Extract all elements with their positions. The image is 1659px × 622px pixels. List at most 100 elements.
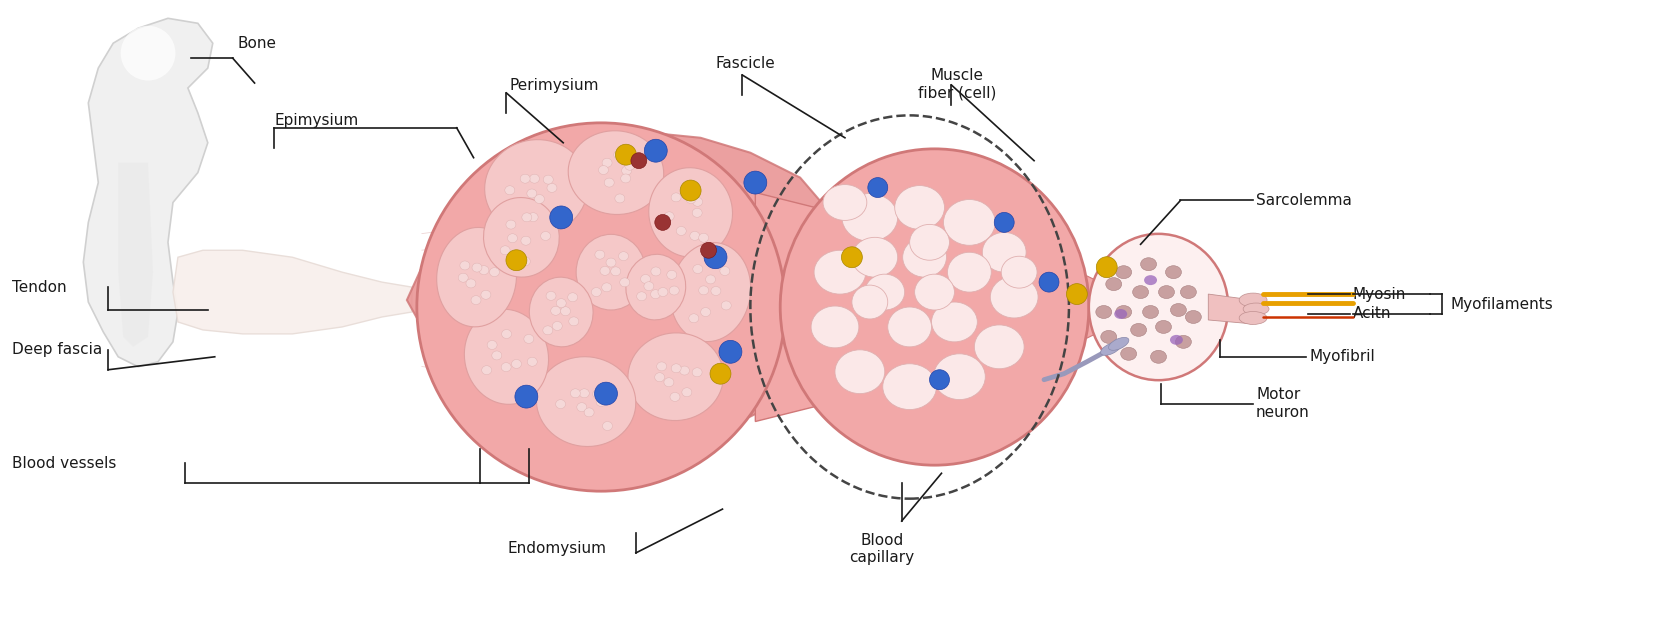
Ellipse shape — [528, 189, 538, 198]
Ellipse shape — [529, 174, 539, 183]
Ellipse shape — [990, 276, 1039, 318]
Ellipse shape — [579, 389, 589, 397]
Circle shape — [700, 243, 717, 258]
Ellipse shape — [458, 273, 468, 282]
Ellipse shape — [1131, 323, 1146, 337]
Ellipse shape — [504, 186, 514, 195]
Text: Motor
neuron: Motor neuron — [1256, 388, 1311, 420]
Ellipse shape — [864, 274, 904, 310]
Ellipse shape — [536, 356, 635, 447]
Ellipse shape — [947, 253, 992, 292]
Ellipse shape — [121, 26, 176, 80]
Ellipse shape — [690, 231, 700, 240]
Ellipse shape — [556, 299, 566, 308]
Ellipse shape — [680, 366, 690, 375]
Ellipse shape — [1117, 305, 1131, 318]
Ellipse shape — [556, 399, 566, 409]
Ellipse shape — [552, 322, 562, 330]
Ellipse shape — [577, 402, 587, 412]
Circle shape — [549, 206, 572, 229]
Ellipse shape — [483, 198, 559, 277]
Ellipse shape — [529, 277, 592, 347]
Ellipse shape — [1171, 304, 1186, 317]
Text: Blood vessels: Blood vessels — [12, 456, 116, 471]
Ellipse shape — [944, 200, 995, 245]
Ellipse shape — [489, 267, 499, 277]
Text: Endomysium: Endomysium — [508, 541, 606, 557]
Ellipse shape — [1176, 335, 1191, 348]
Ellipse shape — [542, 326, 552, 335]
Text: Perimysium: Perimysium — [509, 78, 599, 93]
Ellipse shape — [650, 290, 660, 299]
Circle shape — [718, 340, 742, 363]
Ellipse shape — [888, 307, 932, 347]
Ellipse shape — [657, 362, 667, 371]
Ellipse shape — [1158, 285, 1175, 299]
Ellipse shape — [481, 366, 491, 374]
Ellipse shape — [466, 279, 476, 288]
Ellipse shape — [606, 258, 615, 267]
Ellipse shape — [541, 231, 551, 241]
Ellipse shape — [1108, 337, 1128, 350]
Ellipse shape — [521, 174, 531, 183]
Ellipse shape — [629, 333, 723, 420]
Ellipse shape — [1186, 310, 1201, 323]
Ellipse shape — [720, 267, 730, 276]
Text: Epimysium: Epimysium — [274, 113, 358, 128]
Polygon shape — [755, 193, 834, 422]
Ellipse shape — [722, 301, 732, 310]
Ellipse shape — [932, 302, 977, 342]
Ellipse shape — [672, 193, 682, 202]
Ellipse shape — [569, 317, 579, 326]
Ellipse shape — [416, 123, 785, 491]
Text: Blood
capillary: Blood capillary — [849, 533, 914, 565]
Ellipse shape — [622, 166, 632, 175]
Circle shape — [655, 215, 670, 230]
Ellipse shape — [521, 257, 531, 266]
Ellipse shape — [700, 307, 710, 317]
Ellipse shape — [982, 233, 1027, 272]
Ellipse shape — [1102, 330, 1117, 343]
Ellipse shape — [811, 306, 859, 348]
Ellipse shape — [620, 174, 630, 183]
Ellipse shape — [682, 388, 692, 397]
Ellipse shape — [561, 307, 571, 316]
Circle shape — [1039, 272, 1058, 292]
Ellipse shape — [521, 236, 531, 245]
Ellipse shape — [664, 212, 674, 221]
Ellipse shape — [554, 209, 564, 218]
Ellipse shape — [465, 309, 549, 404]
Circle shape — [868, 178, 888, 198]
Ellipse shape — [1239, 293, 1267, 307]
Polygon shape — [406, 133, 849, 437]
Ellipse shape — [664, 378, 674, 387]
Ellipse shape — [501, 330, 511, 338]
Ellipse shape — [1141, 258, 1156, 271]
Ellipse shape — [546, 291, 556, 300]
Circle shape — [514, 385, 538, 408]
Ellipse shape — [569, 131, 664, 215]
Ellipse shape — [481, 290, 491, 299]
Ellipse shape — [655, 373, 665, 382]
Ellipse shape — [1239, 312, 1267, 325]
Polygon shape — [1068, 267, 1103, 347]
Ellipse shape — [677, 226, 687, 236]
Polygon shape — [173, 250, 411, 334]
Ellipse shape — [601, 266, 611, 276]
Ellipse shape — [914, 274, 954, 310]
Circle shape — [841, 247, 863, 267]
Ellipse shape — [576, 234, 645, 310]
Ellipse shape — [599, 165, 609, 175]
Circle shape — [994, 213, 1014, 233]
Ellipse shape — [672, 364, 682, 373]
Ellipse shape — [934, 354, 985, 399]
Text: Muscle
fiber (cell): Muscle fiber (cell) — [917, 68, 995, 101]
Ellipse shape — [619, 252, 629, 261]
Ellipse shape — [596, 397, 606, 406]
Ellipse shape — [687, 195, 697, 203]
Circle shape — [1097, 257, 1117, 277]
Circle shape — [680, 180, 702, 201]
Ellipse shape — [688, 313, 698, 323]
Ellipse shape — [611, 267, 620, 276]
Ellipse shape — [649, 168, 733, 257]
